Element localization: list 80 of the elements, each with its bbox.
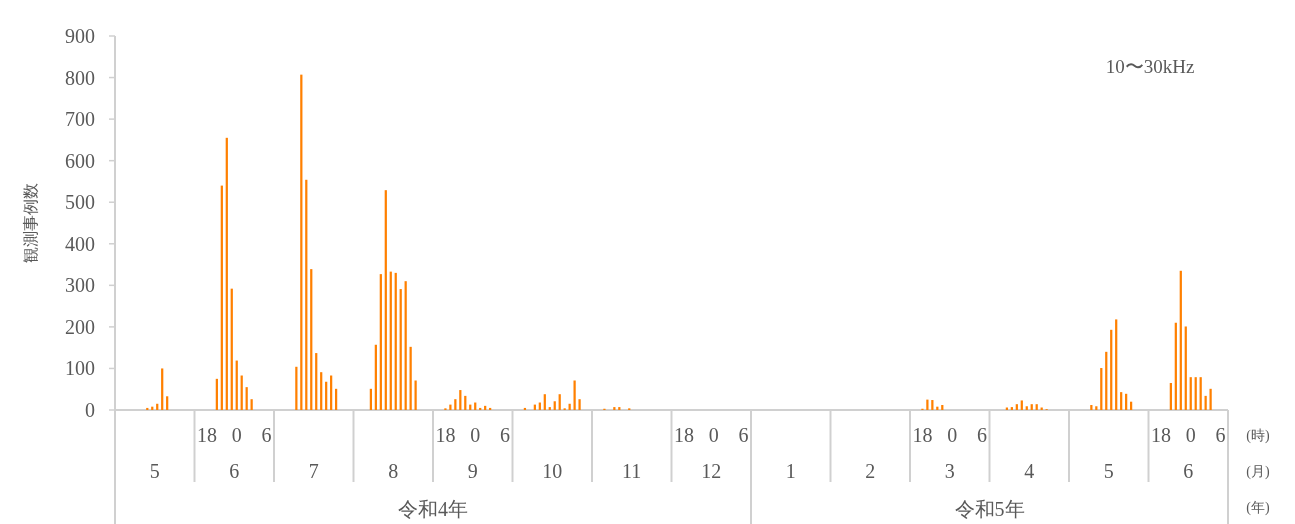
x-tick-label: 18 <box>435 424 456 446</box>
bar <box>573 380 576 410</box>
text: 7 <box>308 460 319 482</box>
bar <box>931 400 934 410</box>
x-tick-label: 6 <box>261 424 272 446</box>
text: 6 <box>1183 460 1194 482</box>
x-tick-label: 6 <box>977 424 988 446</box>
x-tick-label: 0 <box>1185 424 1196 446</box>
bar <box>1020 400 1023 410</box>
text: 6 <box>229 460 240 482</box>
bar <box>1194 377 1197 410</box>
bar <box>1199 377 1202 410</box>
bar <box>1189 377 1192 410</box>
bar <box>1015 404 1018 410</box>
y-tick-label: 600 <box>65 149 95 172</box>
bar <box>404 281 407 410</box>
bar <box>1090 405 1093 410</box>
bar <box>449 404 452 410</box>
y-tick-label: 700 <box>65 108 95 131</box>
y-tick-label: 100 <box>65 357 95 380</box>
bar <box>1025 406 1028 410</box>
bar <box>558 394 561 410</box>
bar <box>166 396 169 410</box>
x-tick-label: 0 <box>947 424 958 446</box>
annotation: 10〜30kHz <box>1105 56 1195 77</box>
text: (時) <box>1246 428 1270 444</box>
bar <box>414 380 417 410</box>
bar <box>1115 319 1118 410</box>
text: (年) <box>1246 500 1270 516</box>
text: 8 <box>388 460 399 482</box>
x-tick-label: 18 <box>196 424 217 446</box>
bar <box>1209 388 1212 410</box>
text: 4 <box>1024 460 1035 482</box>
bar <box>1169 382 1172 410</box>
text: 11 <box>622 460 642 482</box>
bar <box>161 368 164 410</box>
bar <box>1184 326 1187 410</box>
bar <box>926 399 929 410</box>
y-tick-label: 0 <box>85 399 95 421</box>
y-tick-label: 400 <box>65 232 95 255</box>
x-tick-label: 0 <box>231 424 242 446</box>
text: 令和4年 <box>398 498 468 520</box>
y-axis-title: 観測事例数 <box>22 183 39 263</box>
x-tick-label: 18 <box>673 424 694 446</box>
x-tick-label: 6 <box>1215 424 1226 446</box>
x-tick-label: 0 <box>470 424 481 446</box>
x-tick-label: 6 <box>738 424 749 446</box>
y-tick-label: 800 <box>65 66 95 89</box>
bar <box>941 405 944 410</box>
y-tick-label: 200 <box>65 315 95 338</box>
bar <box>553 401 556 410</box>
bar <box>399 289 402 410</box>
y-tick-label: 500 <box>65 191 95 214</box>
text: 2 <box>865 460 876 482</box>
bar <box>310 269 313 410</box>
text: 令和5年 <box>954 498 1025 520</box>
text: 1 <box>785 460 796 482</box>
bar <box>1030 404 1033 410</box>
bar <box>245 387 248 410</box>
text: 12 <box>701 460 722 482</box>
bar <box>1035 404 1038 410</box>
bar <box>315 353 318 410</box>
y-tick-label: 300 <box>65 274 95 297</box>
text: 9 <box>467 460 478 482</box>
text: (月) <box>1246 464 1270 480</box>
text: 5 <box>149 460 160 482</box>
text: 3 <box>944 460 955 482</box>
y-tick-label: 900 <box>65 25 95 47</box>
text: 5 <box>1103 460 1114 482</box>
x-tick-label: 18 <box>1150 424 1171 446</box>
bar <box>543 394 546 410</box>
bar <box>250 399 253 410</box>
bar <box>1120 392 1123 410</box>
text: 10 <box>542 460 563 482</box>
x-tick-label: 6 <box>500 424 511 446</box>
bar <box>1095 406 1098 410</box>
x-tick-label: 18 <box>912 424 933 446</box>
x-tick-label: 0 <box>708 424 719 446</box>
bar <box>454 399 457 410</box>
bar <box>578 399 581 410</box>
